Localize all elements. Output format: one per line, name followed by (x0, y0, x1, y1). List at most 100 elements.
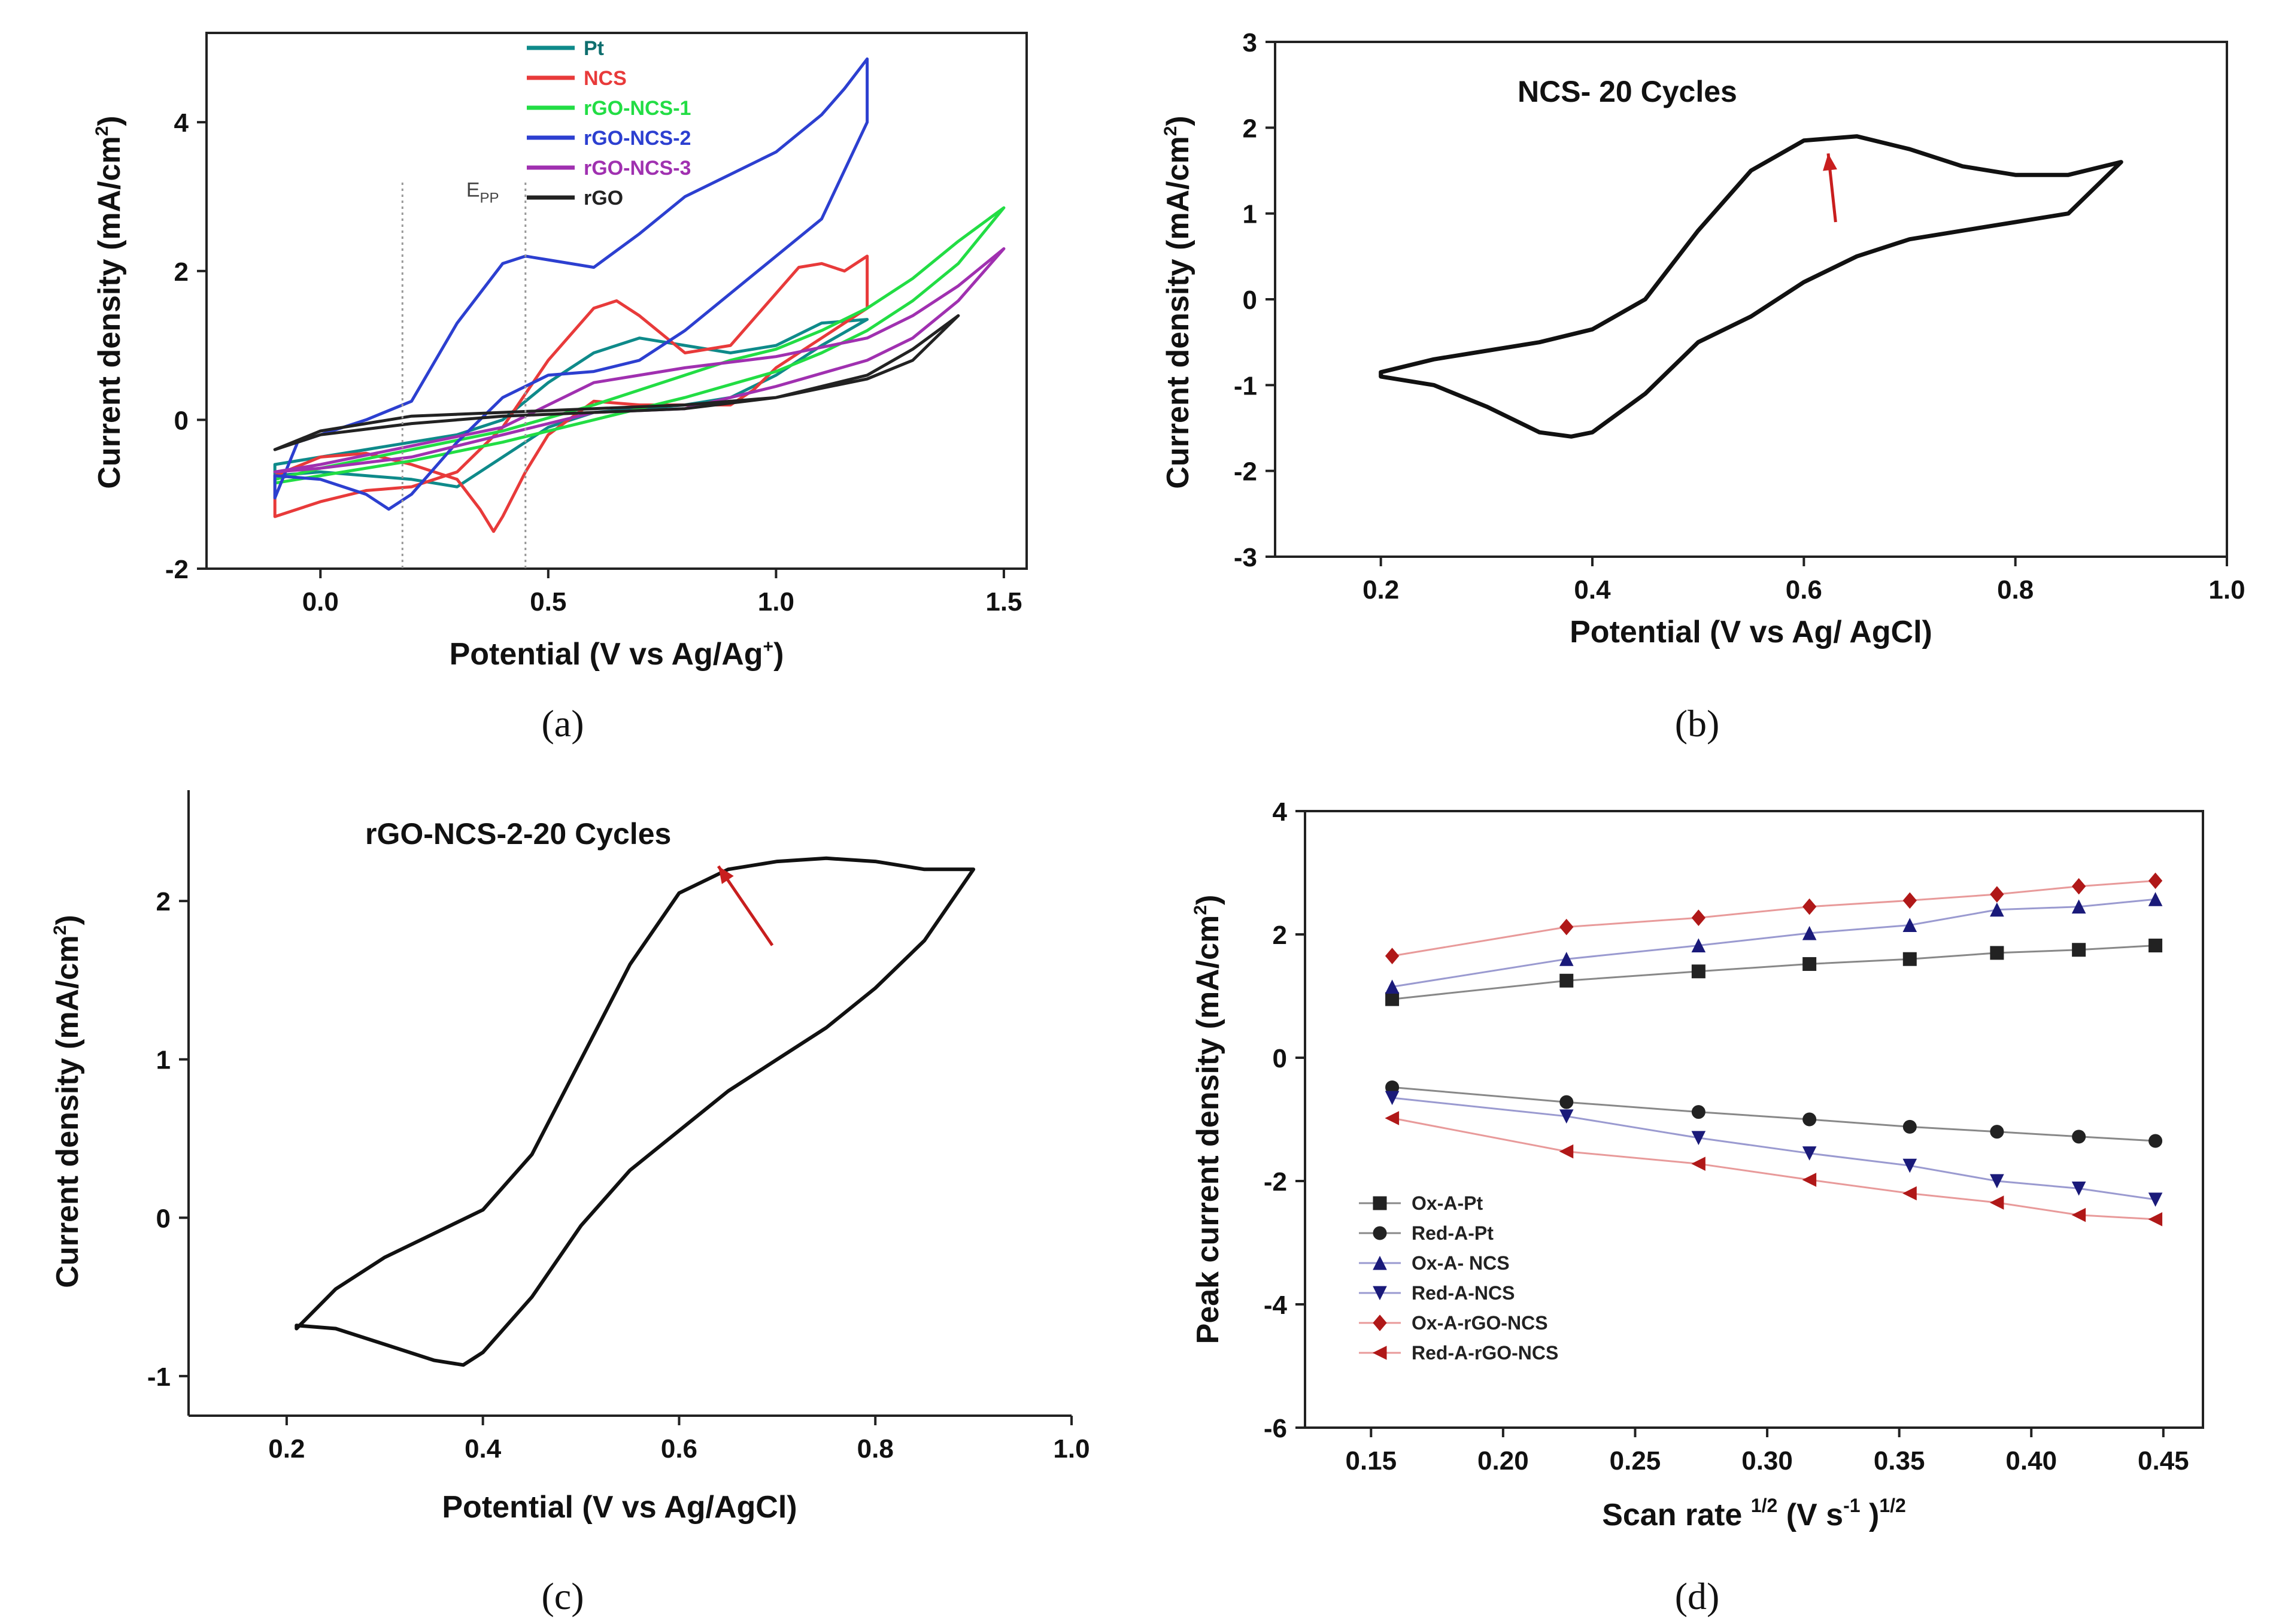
data-point-ox-a-pt (1990, 946, 2004, 960)
arrow-b (1823, 153, 1837, 223)
x-tick-label-d: 0.40 (2005, 1446, 2057, 1476)
x-tick-label-b: 1.0 (2208, 575, 2245, 605)
epp-annotation: EPP (466, 178, 499, 206)
x-tick-label-d: 0.45 (2138, 1446, 2189, 1476)
series-line-red-a-rgo-ncs (1392, 1117, 2156, 1221)
x-axis-label-a-sup: + (763, 637, 774, 657)
data-point-red-a-ncs (1990, 1174, 2004, 1189)
legend-label-d: Red-A-NCS (1412, 1282, 1515, 1304)
legend-label-a: rGO-NCS-3 (584, 157, 691, 180)
chart-title-c: rGO-NCS-2-20 Cycles (365, 817, 671, 851)
x-axis-label-d: Scan rate 1/2 (V s-1 )1/2 (1602, 1495, 1906, 1532)
y-axis-label-a: Current density (mA/cm2) (92, 116, 127, 488)
data-point-red-a-rgo-ncs (1902, 1186, 1917, 1201)
series-c-rgo-ncs-2 (295, 856, 976, 1367)
y-tick-label-d: -6 (1264, 1414, 1287, 1443)
x-tick-label-b: 0.8 (1997, 575, 2034, 605)
x-axis-label-d-sup1: 1/2 (1751, 1495, 1777, 1516)
data-point-ox-a-rgo-ncs (1385, 948, 1400, 964)
y-tick-label-d: 2 (1273, 921, 1287, 950)
x-tick-label-c: 0.8 (857, 1434, 894, 1464)
legend-d: Ox-A-Pt Red-A-Pt Ox-A- NCS Red-A-NCS Ox-A-rG… (1359, 1192, 1558, 1364)
data-point-ox-a-ncs (1691, 938, 1706, 953)
y-tick-label-d: 0 (1273, 1044, 1287, 1073)
legend-label-a: rGO-NCS-1 (584, 97, 691, 120)
y-axis-label-a-main: Current density (mA/cm (92, 136, 127, 488)
panel-a: 0.0 0.5 1.0 1.5 -2 0 2 4 EPP Pt NCS rGO-NCS-1 rGO-… (92, 32, 1028, 745)
panel-b: 0.2 0.4 0.6 0.8 1.0 -3 -2 -1 0 1 2 3 NCS- 20 Cycles… (1161, 28, 2245, 745)
legend-label-a: rGO (584, 187, 623, 210)
series-b-ncs (1379, 134, 2123, 439)
x-tick-label-a: 0.0 (302, 587, 339, 617)
y-tick-label-b: 2 (1243, 114, 1257, 143)
y-axis-label-c-sup: 2 (50, 925, 70, 936)
y-axis-label-d-main: Peak current density (mA/cm (1191, 915, 1225, 1344)
legend-marker-d (1373, 1196, 1387, 1210)
x-tick-label-c: 0.2 (268, 1434, 305, 1464)
x-tick-label-a: 0.5 (530, 587, 566, 617)
data-point-red-a-ncs (1802, 1146, 1817, 1161)
x-axis-label-d-mid2: ) (1861, 1498, 1880, 1532)
y-axis-label-b: Current density (mA/cm2) (1161, 116, 1195, 488)
data-point-ox-a-rgo-ncs (1559, 918, 1574, 936)
series-line-ox-a-rgo-ncs (1392, 879, 2156, 957)
data-point-ox-a-pt (1802, 957, 1817, 971)
y-tick-label-a: 0 (174, 406, 189, 435)
x-tick-label-c: 0.4 (465, 1434, 502, 1464)
data-point-ox-a-ncs (1559, 952, 1574, 966)
data-point-red-a-ncs (2148, 1192, 2163, 1207)
legend-label-a: rGO-NCS-2 (584, 127, 691, 150)
y-axis-label-d-sup: 2 (1191, 905, 1210, 915)
legend-label-d: Red-A-rGO-NCS (1412, 1342, 1558, 1364)
x-axis-label-d-sup3: 1/2 (1879, 1495, 1905, 1516)
y-tick-label-a: 2 (174, 257, 189, 287)
panel-label-c: (c) (541, 1575, 584, 1617)
data-point-red-a-pt (2148, 1134, 2163, 1148)
y-tick-label-a: 4 (174, 108, 189, 138)
data-point-ox-a-pt (1385, 992, 1400, 1006)
x-tick-label-c: 0.6 (661, 1434, 697, 1464)
a-axis-ticks: 0.0 0.5 1.0 1.5 -2 0 2 4 (165, 108, 1022, 617)
y-tick-label-c: -1 (147, 1362, 171, 1392)
data-point-red-a-ncs (2071, 1181, 2086, 1196)
y-tick-label-b: -3 (1234, 543, 1257, 572)
data-point-red-a-ncs (1691, 1131, 1706, 1146)
y-axis-label-c: Current density (mA/cm2) (50, 915, 85, 1288)
series-a-ncs (273, 254, 869, 533)
legend-marker-d (1373, 1286, 1387, 1301)
data-point-red-a-rgo-ncs (2148, 1212, 2163, 1227)
series-line-red-a-pt (1392, 1086, 2156, 1142)
x-tick-label-b: 0.2 (1362, 575, 1399, 605)
data-point-red-a-rgo-ncs (1385, 1111, 1400, 1125)
x-tick-label-a: 1.0 (758, 587, 794, 617)
a-series-group (273, 57, 1006, 533)
x-tick-label-b: 0.4 (1574, 575, 1611, 605)
data-point-ox-a-rgo-ncs (1990, 886, 2004, 903)
data-point-ox-a-rgo-ncs (2148, 872, 2163, 890)
data-point-red-a-pt (1691, 1105, 1705, 1119)
arrow-c (717, 865, 774, 946)
y-axis-label-d: Peak current density (mA/cm2) (1191, 895, 1225, 1344)
series-a-rgo-ncs-1 (273, 206, 1006, 485)
y-tick-label-b: 3 (1243, 28, 1257, 57)
epp-annotation-main: E (466, 178, 480, 201)
d-series-group (1385, 872, 2163, 1227)
x-axis-label-d-sup2: -1 (1843, 1495, 1860, 1516)
plot-frame-d (1304, 810, 2204, 1429)
data-point-ox-a-pt (2148, 939, 2163, 953)
c-axis-ticks: 0.2 0.4 0.6 0.8 1.0 -1 0 1 2 (147, 887, 1090, 1464)
data-point-ox-a-ncs (2148, 892, 2163, 906)
y-tick-label-c: 1 (156, 1046, 171, 1075)
y-axis-label-d-end: ) (1191, 895, 1225, 905)
data-point-red-a-rgo-ncs (1559, 1144, 1574, 1159)
data-point-ox-a-pt (1902, 952, 1917, 966)
data-point-red-a-pt (2072, 1130, 2086, 1144)
c-axes (187, 790, 1072, 1417)
panel-label-d: (d) (1675, 1575, 1720, 1617)
series-a-pt (273, 318, 869, 488)
x-axis-label-a-main: Potential (V vs Ag/Ag (450, 637, 763, 672)
data-point-ox-a-ncs (1902, 918, 1917, 933)
series-line-red-a-ncs (1392, 1097, 2156, 1201)
data-point-ox-a-pt (1691, 964, 1705, 979)
y-tick-label-d: -4 (1264, 1291, 1288, 1320)
